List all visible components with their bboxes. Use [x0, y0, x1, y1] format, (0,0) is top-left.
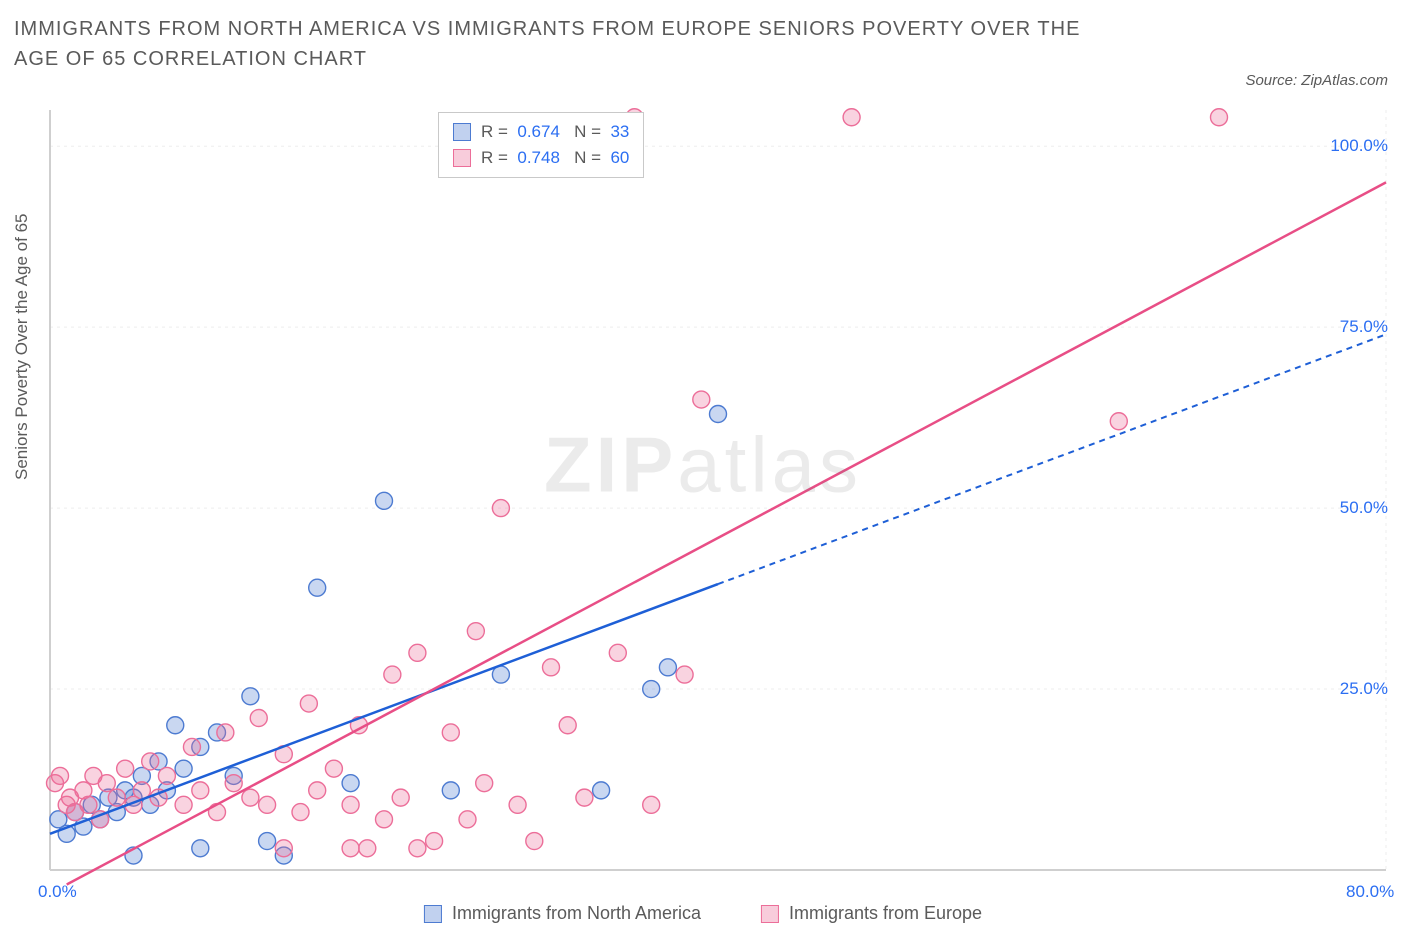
stats-row: R = 0.674 N = 33: [453, 119, 629, 145]
series-swatch: [453, 149, 471, 167]
correlation-stats-box: R = 0.674 N = 33 R = 0.748 N = 60: [438, 112, 644, 178]
stats-text: R = 0.674 N = 33: [481, 122, 629, 142]
x-tick-label: 80.0%: [1346, 882, 1394, 902]
legend-item: Immigrants from North America: [424, 903, 701, 924]
legend-label: Immigrants from Europe: [789, 903, 982, 924]
scatter-chart: [0, 0, 1406, 930]
legend-swatch: [424, 905, 442, 923]
legend-item: Immigrants from Europe: [761, 903, 982, 924]
y-tick-label: 50.0%: [1340, 498, 1388, 518]
legend-swatch: [761, 905, 779, 923]
x-tick-label: 0.0%: [38, 882, 77, 902]
stats-row: R = 0.748 N = 60: [453, 145, 629, 171]
y-tick-label: 75.0%: [1340, 317, 1388, 337]
stats-text: R = 0.748 N = 60: [481, 148, 629, 168]
y-tick-label: 100.0%: [1330, 136, 1388, 156]
chart-container: IMMIGRANTS FROM NORTH AMERICA VS IMMIGRA…: [0, 0, 1406, 930]
y-tick-label: 25.0%: [1340, 679, 1388, 699]
series-swatch: [453, 123, 471, 141]
legend-label: Immigrants from North America: [452, 903, 701, 924]
legend: Immigrants from North America Immigrants …: [424, 903, 982, 924]
